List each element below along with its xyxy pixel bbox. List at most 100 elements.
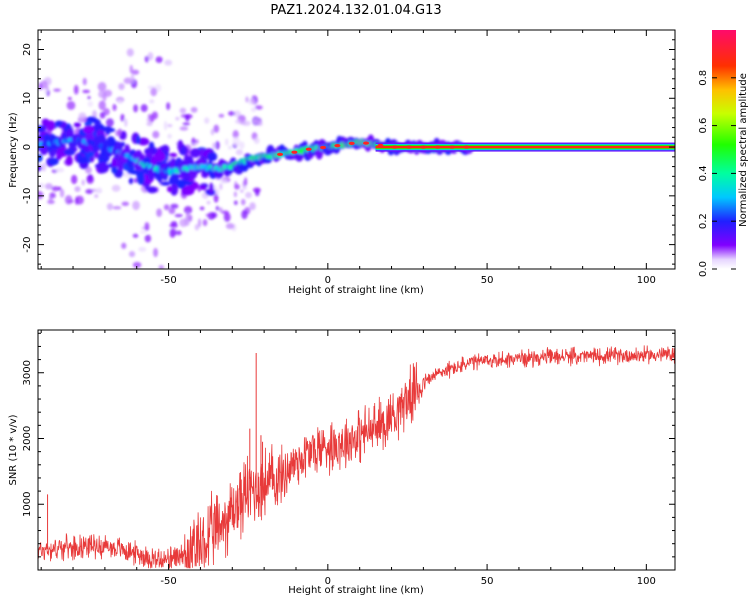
heatmap-cell [73,122,82,128]
heatmap-peak [305,147,312,151]
heatmap-cell [38,165,42,172]
heatmap-cell [43,88,48,94]
heatmap-cell [213,124,220,133]
heatmap-cell [55,167,65,173]
heatmap-cell [111,184,121,192]
snr-series [38,345,675,569]
heatmap-peak [420,145,427,149]
heatmap-cell [190,106,198,113]
colorbar-tick-label: 0.6 [698,118,709,134]
heatmap-cell [163,204,170,211]
heatmap-cell [81,179,85,186]
y-tick-label: 3000 [22,360,33,385]
x-tick-label: 100 [637,275,656,286]
heatmap-cell [179,147,186,156]
y-tick-label: -20 [22,236,33,252]
snr-y-label: SNR (10 * v/v) [8,414,19,485]
heatmap-cell [188,214,193,222]
snr-frame [37,329,676,571]
heatmap-cell [202,219,208,227]
heatmap-cell [215,141,220,150]
colorbar-tick-label: 0.8 [698,70,709,86]
heatmap-cell [215,205,220,211]
heatmap-cell [168,207,176,215]
heatmap-cell [137,172,145,185]
heatmap-cell [205,213,213,217]
heatmap-cell [111,166,118,174]
heatmap-cell [182,185,195,196]
colorbar-ticks: 0.0 0.2 0.4 0.6 0.8 [698,70,736,277]
heatmap-cell [129,64,134,74]
heatmap-cell [179,218,188,228]
heatmap-cell [40,80,48,89]
heatmap-cell [239,141,245,150]
heatmap-cell [153,151,166,162]
heatmap-cell [149,99,155,104]
spectrogram-frame [37,29,676,270]
heatmap-cell [169,223,178,229]
heatmap-cell [242,185,248,190]
spectrogram-y-axis: -20 -10 0 10 20 [22,29,675,265]
heatmap-cell [248,98,256,106]
heatmap-peak [348,141,355,146]
heatmap-cell [241,209,248,220]
heatmap-peak [406,145,413,149]
heatmap-cell [130,73,135,84]
heatmap-cell [182,122,191,126]
heatmap-peak [277,152,284,156]
heatmap-cell [83,125,95,135]
y-tick-label: -10 [22,188,33,204]
heatmap-cell [48,196,53,201]
heatmap-cell [144,222,150,232]
y-tick-label: 10 [22,92,33,105]
heatmap-cell [209,182,214,194]
heatmap-cell [87,96,91,100]
heatmap-cell [232,136,241,147]
heatmap-cell [167,124,173,128]
heatmap-cell [210,128,215,136]
heatmap-cell [219,183,223,190]
snr-line [38,345,675,569]
y-tick-label: 2000 [22,426,33,451]
heatmap-cell [132,200,140,211]
x-tick-label: -50 [160,275,176,286]
heatmap-cell [153,247,159,258]
x-tick-label: 0 [325,576,331,587]
heatmap-cell [179,107,187,114]
heatmap-cell [232,130,239,139]
heatmap-cell [87,100,94,107]
heatmap-cell [112,103,117,111]
heatmap-cell [179,126,189,131]
heatmap-cell [183,205,193,214]
heatmap-cell [160,181,171,186]
heatmap-peak [320,145,327,150]
heatmap-cell [175,230,182,236]
y-tick-label: 0 [22,144,33,150]
heatmap-cell [132,233,139,238]
heatmap-cell [84,121,92,127]
heatmap-cell [150,87,158,97]
heatmap-cell [118,83,125,91]
heatmap-cell [244,177,248,187]
heatmap-cell [63,148,76,156]
heatmap-cell [174,213,183,218]
heatmap-cell [124,118,128,127]
heatmap-cell [97,162,110,174]
heatmap-cell [235,149,244,156]
heatmap-cell [67,96,72,100]
heatmap-cell [163,120,168,131]
heatmap-cell [233,191,238,198]
heatmap-cell [170,183,179,196]
heatmap-cell [224,138,229,146]
colorbar-tick-label: 0.4 [698,165,709,181]
heatmap-cell [78,156,89,164]
heatmap-cell [65,155,73,166]
heatmap-cell [111,159,117,167]
heatmap-cell [123,77,133,84]
heatmap-cell [74,186,81,192]
heatmap-cell [106,203,114,211]
x-tick-label: -50 [160,576,176,587]
heatmap-cell [66,100,76,110]
heatmap-cell [41,162,47,172]
heatmap-cell [249,202,256,211]
